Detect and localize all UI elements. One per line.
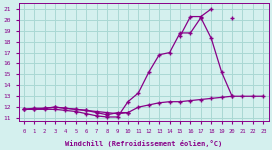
X-axis label: Windchill (Refroidissement éolien,°C): Windchill (Refroidissement éolien,°C) — [65, 140, 222, 147]
